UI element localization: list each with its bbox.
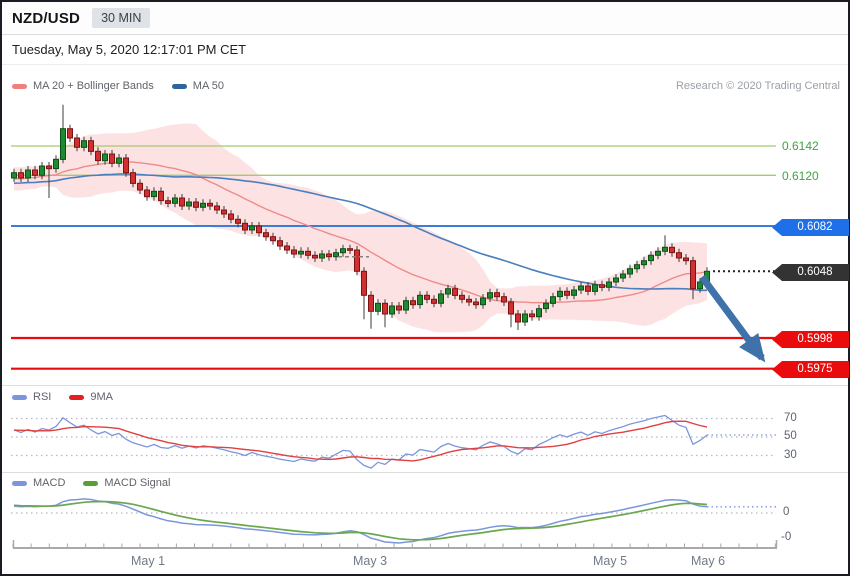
macd-signal-swatch-icon — [83, 480, 99, 486]
bollinger-swatch-icon — [12, 83, 27, 89]
level-text-6120: 0.6120 — [782, 169, 819, 183]
xaxis-label-may5: May 5 — [592, 554, 628, 568]
legend-item-macd: MACD — [12, 477, 65, 489]
macd-tick-zero: 0 — [783, 506, 790, 518]
main-chart-legend: MA 20 + Bollinger Bands MA 50 — [12, 80, 224, 92]
macd-legend: MACD MACD Signal — [12, 477, 170, 489]
legend-item-ma50: MA 50 — [171, 80, 224, 92]
xaxis-label-may6: May 6 — [690, 554, 726, 568]
level-text-6142: 0.6142 — [782, 139, 819, 153]
legend-item-9ma: 9MA — [69, 391, 113, 403]
rsi-legend: RSI 9MA — [12, 391, 113, 403]
date-row: Tuesday, May 5, 2020 12:17:01 PM CET — [2, 35, 848, 65]
rsi-9ma-swatch-icon — [69, 394, 85, 400]
panel-separator — [2, 385, 848, 386]
xaxis-label-may3: May 3 — [352, 554, 388, 568]
rsi-tick-50: 50 — [784, 430, 797, 442]
last-price-tag-6048: 0.6048 — [772, 264, 849, 281]
legend-item-macd-signal: MACD Signal — [83, 477, 170, 489]
chart-datetime: Tuesday, May 5, 2020 12:17:01 PM CET — [12, 42, 247, 57]
legend-label: 9MA — [90, 391, 113, 403]
symbol-title: NZD/USD — [12, 9, 81, 27]
xaxis-label-may1: May 1 — [130, 554, 166, 568]
timeframe-badge: 30 MIN — [92, 8, 151, 28]
legend-label: MACD Signal — [104, 477, 171, 489]
legend-item-rsi: RSI — [12, 391, 51, 403]
resistance-tag-6082: 0.6082 — [772, 219, 849, 236]
title-bar: NZD/USD 30 MIN — [2, 2, 848, 35]
rsi-swatch-icon — [12, 394, 27, 400]
research-watermark: Research © 2020 Trading Central — [675, 80, 840, 92]
rsi-tick-30: 30 — [784, 449, 797, 461]
legend-label: MACD — [33, 477, 66, 489]
legend-item-bollinger: MA 20 + Bollinger Bands — [12, 80, 154, 92]
legend-label: RSI — [33, 391, 52, 403]
macd-swatch-icon — [12, 480, 27, 486]
panel-separator — [2, 472, 848, 473]
legend-label: MA 50 — [192, 80, 224, 92]
rsi-tick-70: 70 — [784, 412, 797, 424]
macd-tick-minus-zero: -0 — [781, 531, 792, 543]
support-tag-5998: 0.5998 — [772, 331, 849, 348]
legend-label: MA 20 + Bollinger Bands — [33, 80, 154, 92]
support-tag-5975: 0.5975 — [772, 361, 849, 378]
ma50-swatch-icon — [171, 83, 187, 89]
